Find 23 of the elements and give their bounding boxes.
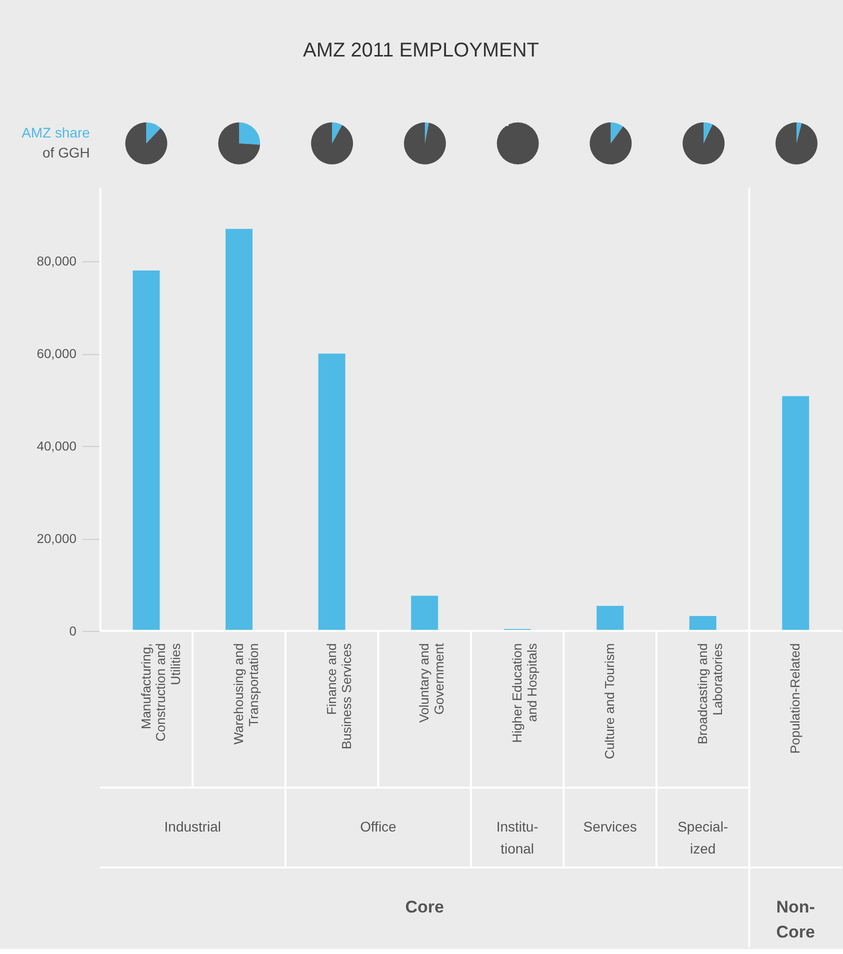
text: Services xyxy=(583,818,637,835)
y-tick-label: 80,000 xyxy=(36,254,76,269)
y-tick-label: 20,000 xyxy=(36,530,76,546)
text: Institu- tional xyxy=(496,818,539,857)
x-tick-label: Population-Related xyxy=(788,643,803,754)
x-tick-label: Warehousing and Transportation xyxy=(231,643,262,744)
text: AMZ 2011 EMPLOYMENT xyxy=(303,39,539,62)
x-tick-label: Broadcasting and Laboratories xyxy=(694,642,725,744)
text: of GGH xyxy=(42,144,90,160)
x-tick-label: Finance and Business Services xyxy=(324,642,354,750)
x-tick-label: Culture and Tourism xyxy=(602,643,618,760)
y-tick-label: 60,000 xyxy=(36,346,76,362)
x-tick-label: Voluntary and Government xyxy=(416,642,447,723)
text: Special- ized xyxy=(678,818,728,857)
text: AMZ share xyxy=(22,124,90,140)
x-tick-label: Higher Education and Hospitals xyxy=(509,642,540,743)
text: Office xyxy=(360,818,397,835)
y-tick-label: 40,000 xyxy=(36,438,76,454)
text: Industrial xyxy=(164,818,221,835)
x-tick-label: Manufacturing, Construction and Utilities xyxy=(138,642,184,742)
text: Non- Core xyxy=(776,897,815,942)
y-tick-label: 0 xyxy=(69,623,76,638)
text: Core xyxy=(405,897,444,916)
